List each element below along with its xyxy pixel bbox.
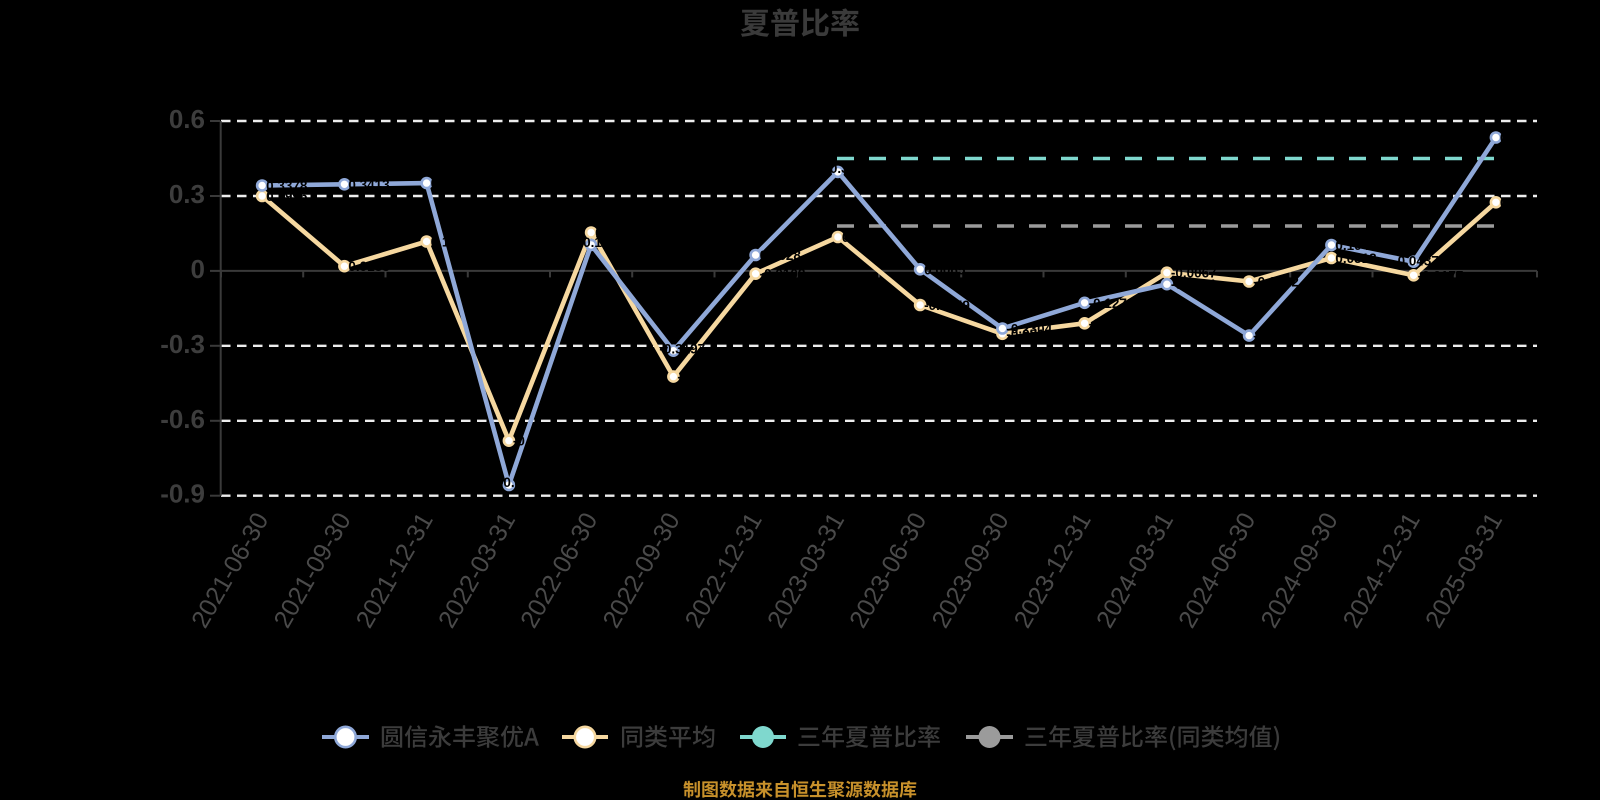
svg-text:0.0183: 0.0183 bbox=[348, 259, 390, 274]
svg-text:-0.0067: -0.0067 bbox=[1171, 266, 1217, 281]
svg-text:-0.2583: -0.2583 bbox=[1253, 329, 1299, 344]
svg-text:0.3964: 0.3964 bbox=[830, 161, 872, 176]
svg-text:0.3: 0.3 bbox=[169, 179, 205, 209]
svg-text:0.6: 0.6 bbox=[169, 104, 205, 134]
svg-text:-0.2513: -0.2513 bbox=[1006, 327, 1052, 342]
svg-text:0.2749: 0.2749 bbox=[1500, 195, 1541, 210]
svg-text:0.3378: 0.3378 bbox=[266, 179, 308, 194]
svg-text:-0.4225: -0.4225 bbox=[677, 370, 723, 385]
svg-text:0.1538: 0.1538 bbox=[595, 226, 637, 241]
svg-text:0.1179: 0.1179 bbox=[431, 235, 472, 250]
svg-text:-0.2304: -0.2304 bbox=[1006, 322, 1052, 337]
svg-text:0.0628: 0.0628 bbox=[760, 248, 802, 263]
svg-text:-0.3: -0.3 bbox=[160, 329, 205, 359]
svg-text:0.3413: 0.3413 bbox=[348, 177, 390, 192]
svg-text:-0.1278: -0.1278 bbox=[1089, 296, 1135, 311]
svg-text:0: 0 bbox=[191, 254, 205, 284]
svg-text:-0.1359: -0.1359 bbox=[924, 298, 970, 313]
svg-text:0.0437: 0.0437 bbox=[1398, 254, 1439, 269]
svg-text:-0.9: -0.9 bbox=[160, 479, 205, 509]
svg-text:0.5336: 0.5336 bbox=[1500, 131, 1542, 146]
svg-text:-0.0177: -0.0177 bbox=[1418, 268, 1464, 283]
svg-text:-0.2092: -0.2092 bbox=[1089, 316, 1135, 331]
svg-text:0.0065: 0.0065 bbox=[924, 262, 966, 277]
svg-text:0.1041: 0.1041 bbox=[1335, 238, 1377, 253]
svg-text:-0.3197: -0.3197 bbox=[659, 342, 705, 357]
svg-text:-0.0108: -0.0108 bbox=[760, 267, 806, 282]
svg-text:-0.6786: -0.6786 bbox=[513, 434, 559, 449]
svg-text:-0.0422: -0.0422 bbox=[1253, 275, 1299, 290]
svg-text:0.1042: 0.1042 bbox=[583, 235, 624, 250]
svg-text:0.2996: 0.2996 bbox=[266, 189, 308, 204]
svg-text:-0.8639: -0.8639 bbox=[499, 475, 545, 490]
svg-text:0.0513: 0.0513 bbox=[1335, 251, 1377, 266]
svg-text:-0.0531: -0.0531 bbox=[1171, 277, 1217, 292]
svg-text:0.1362: 0.1362 bbox=[842, 230, 883, 245]
svg-text:-0.6: -0.6 bbox=[160, 404, 205, 434]
svg-text:0.3521: 0.3521 bbox=[431, 176, 473, 191]
